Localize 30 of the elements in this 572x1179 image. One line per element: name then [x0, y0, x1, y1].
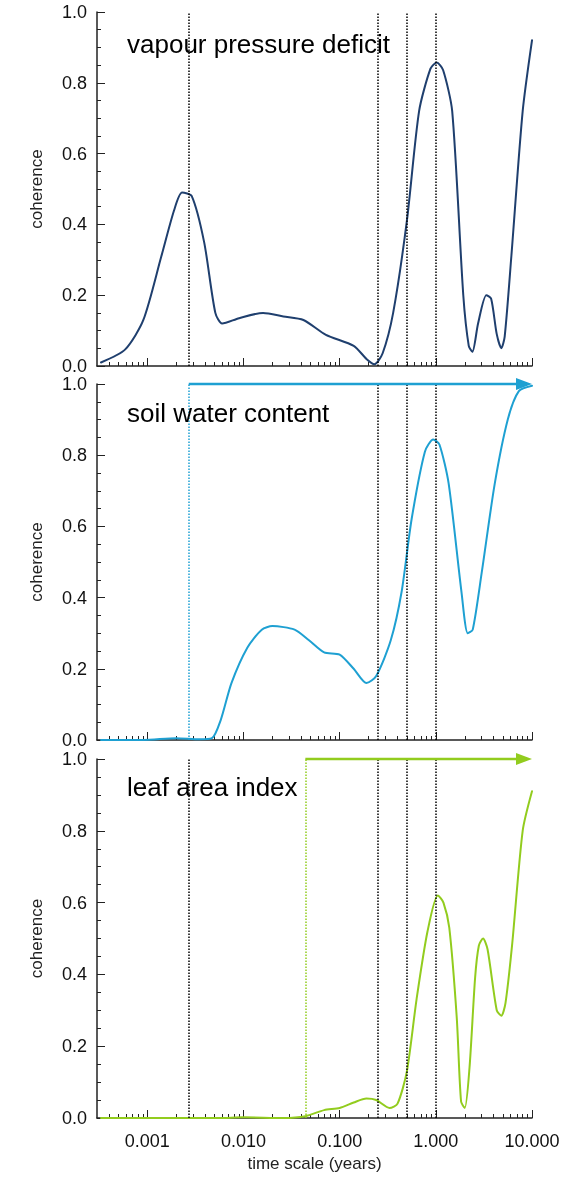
y-tick-label: 0.0: [61, 730, 87, 750]
y-tick-label: 0.2: [61, 658, 87, 679]
text: vapour pressure deficit: [127, 29, 391, 59]
y-tick-label: 0.6: [61, 143, 87, 164]
y-tick-label: 0.0: [61, 356, 87, 376]
y-tick-label: 0.8: [61, 445, 87, 466]
x-tick-label: 10.000: [504, 1131, 560, 1151]
y-tick-label: 1.0: [61, 374, 87, 394]
x-tick-label: 1.000: [413, 1131, 459, 1151]
y-tick-label: 0.8: [61, 72, 87, 93]
y-tick-label: 0.4: [61, 964, 87, 985]
x-tick-label: 0.001: [124, 1131, 170, 1151]
text: soil water content: [127, 398, 331, 428]
y-tick-label: 0.6: [61, 892, 87, 913]
text: leaf area index: [127, 772, 298, 802]
y-axis-title: coherence: [27, 149, 46, 229]
y-tick-label: 0.6: [61, 516, 87, 537]
x-tick-label: 0.100: [317, 1131, 363, 1151]
y-tick-label: 0.4: [61, 214, 87, 235]
x-axis-title: time scale (years): [247, 1153, 382, 1173]
y-tick-label: 0.2: [61, 1036, 87, 1057]
y-tick-label: 0.0: [61, 1108, 87, 1128]
y-axis-title: coherence: [27, 898, 46, 979]
y-tick-label: 0.8: [61, 820, 87, 841]
y-tick-label: 1.0: [61, 749, 87, 769]
y-tick-label: 0.4: [61, 587, 87, 608]
y-axis-title: coherence: [27, 522, 46, 602]
y-tick-label: 0.2: [61, 285, 87, 306]
x-tick-label: 0.010: [220, 1131, 266, 1151]
y-tick-label: 1.0: [61, 2, 87, 22]
